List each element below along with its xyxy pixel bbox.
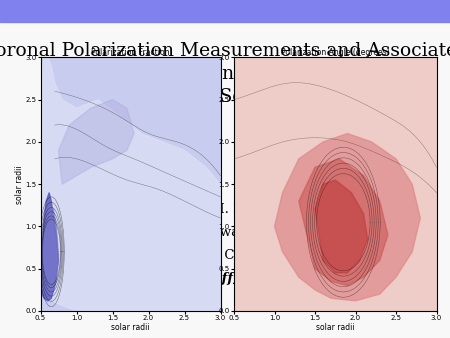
Polygon shape (315, 180, 368, 273)
Text: Coronal Polarization Measurements and Associated
Observations from the
June, 200: Coronal Polarization Measurements and As… (0, 42, 450, 106)
Text: Roban H. Kramer: Roban H. Kramer (166, 203, 284, 216)
Text: (roban@sccs.swarthmore.edu): (roban@sccs.swarthmore.edu) (122, 226, 328, 239)
Text: Dr. Jay M. Pasachoff, Williams College: Dr. Jay M. Pasachoff, Williams College (83, 272, 367, 285)
Bar (0, 0, 450, 22)
X-axis label: solar radii: solar radii (316, 322, 355, 332)
Polygon shape (274, 134, 420, 301)
Title: Polarization Fraction: Polarization Fraction (91, 48, 170, 57)
X-axis label: solar radii: solar radii (111, 322, 150, 332)
Polygon shape (40, 57, 220, 311)
Text: Swarthmore College 2003: Swarthmore College 2003 (137, 249, 313, 262)
Title: Polarization Angle (degrees): Polarization Angle (degrees) (281, 48, 390, 57)
Y-axis label: solar radii: solar radii (15, 165, 24, 203)
Polygon shape (44, 206, 58, 294)
Polygon shape (299, 159, 388, 286)
Polygon shape (58, 100, 134, 184)
Polygon shape (40, 193, 58, 301)
